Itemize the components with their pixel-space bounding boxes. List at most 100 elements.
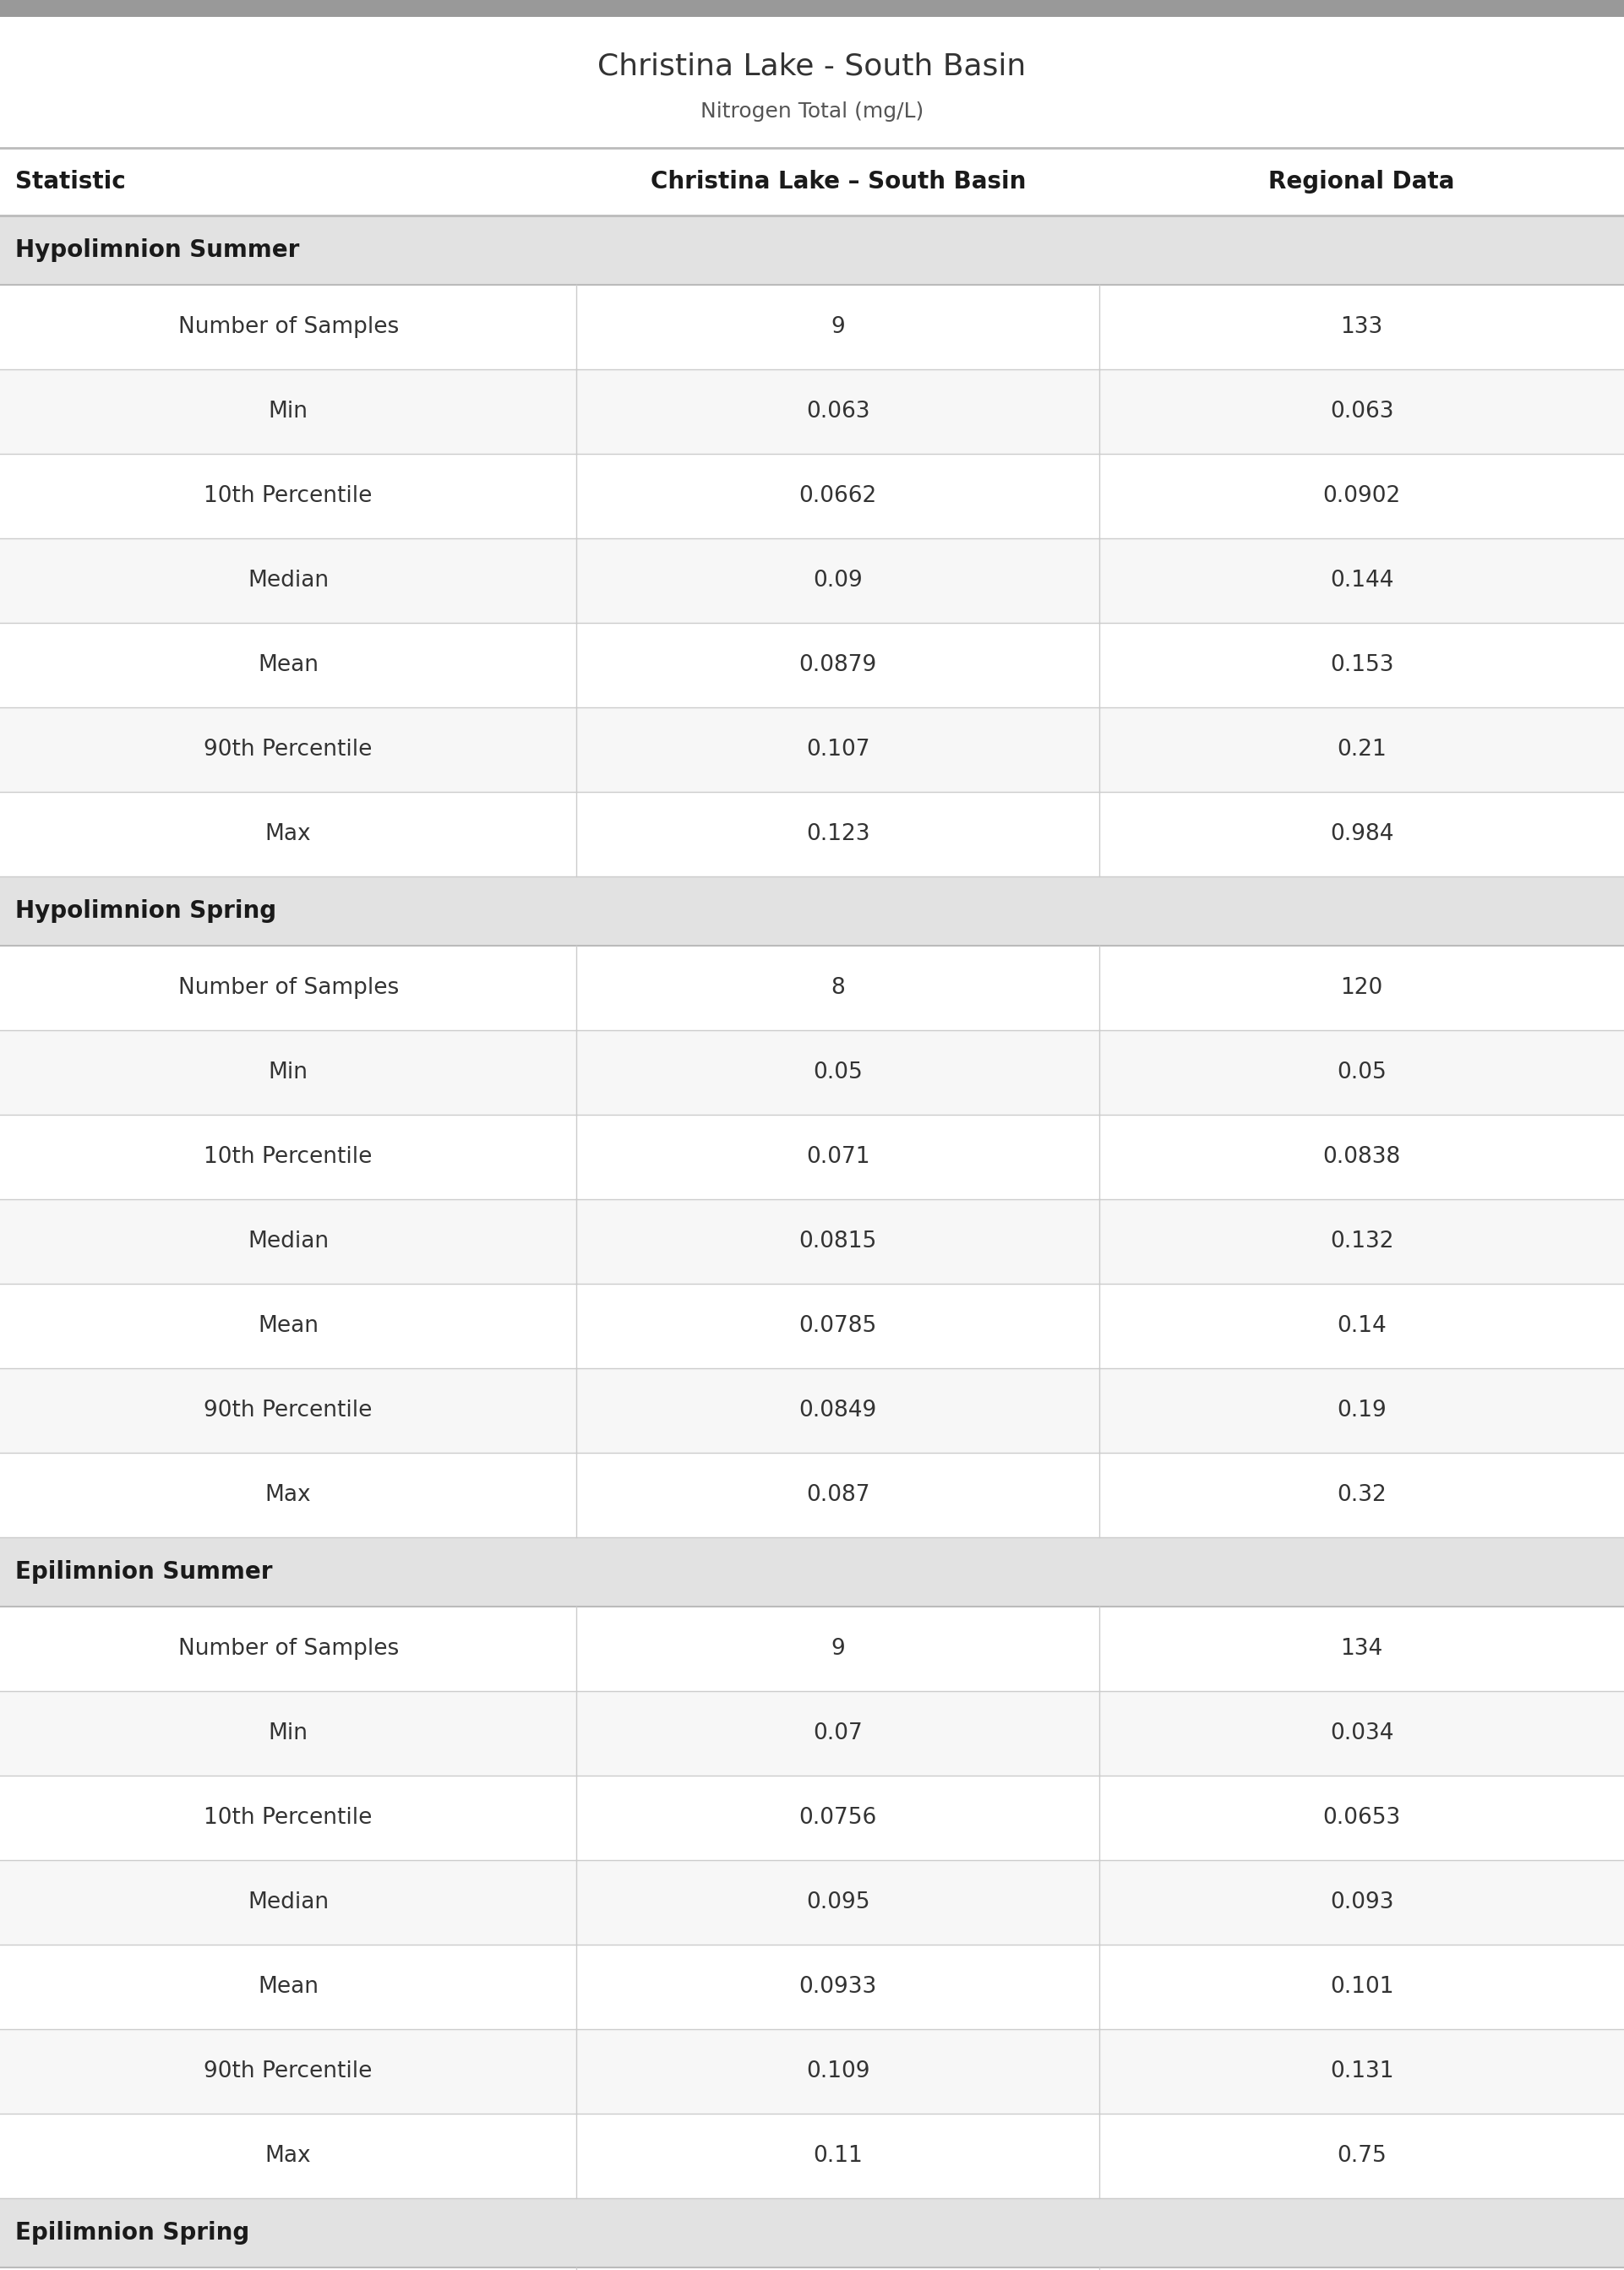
Text: Christina Lake – South Basin: Christina Lake – South Basin xyxy=(650,170,1026,193)
Bar xyxy=(0,1115,1624,1199)
Text: 10th Percentile: 10th Percentile xyxy=(205,1146,372,1169)
Text: 0.109: 0.109 xyxy=(806,2061,870,2082)
Text: 0.063: 0.063 xyxy=(1330,400,1393,422)
Text: Mean: Mean xyxy=(258,654,318,676)
Text: 0.034: 0.034 xyxy=(1330,1723,1393,1743)
Bar xyxy=(0,2268,1624,2270)
Text: Regional Data: Regional Data xyxy=(1268,170,1455,193)
Text: 0.0815: 0.0815 xyxy=(799,1230,877,1253)
Text: 0.75: 0.75 xyxy=(1337,2145,1387,2168)
Text: 8: 8 xyxy=(831,976,844,999)
Text: 120: 120 xyxy=(1340,976,1384,999)
Text: Nitrogen Total (mg/L): Nitrogen Total (mg/L) xyxy=(700,102,924,120)
Text: 0.123: 0.123 xyxy=(806,824,870,844)
Text: 0.0785: 0.0785 xyxy=(799,1314,877,1337)
Text: 0.05: 0.05 xyxy=(814,1062,862,1083)
Text: 9: 9 xyxy=(831,316,844,338)
Text: Median: Median xyxy=(247,1230,330,1253)
Text: Epilimnion Summer: Epilimnion Summer xyxy=(15,1559,273,1584)
Text: 0.0838: 0.0838 xyxy=(1324,1146,1400,1169)
Bar xyxy=(0,0,1624,16)
Text: Max: Max xyxy=(265,1485,312,1505)
Text: Min: Min xyxy=(268,400,309,422)
Bar xyxy=(0,1691,1624,1775)
Text: 0.984: 0.984 xyxy=(1330,824,1393,844)
Bar xyxy=(0,454,1624,538)
Bar xyxy=(0,1031,1624,1115)
Text: Statistic: Statistic xyxy=(15,170,125,193)
Text: 0.19: 0.19 xyxy=(1337,1401,1387,1421)
Bar xyxy=(0,792,1624,876)
Text: 0.0902: 0.0902 xyxy=(1324,486,1400,506)
Bar xyxy=(0,622,1624,708)
Text: 90th Percentile: 90th Percentile xyxy=(205,2061,372,2082)
Text: 0.101: 0.101 xyxy=(1330,1975,1393,1998)
Text: 0.21: 0.21 xyxy=(1337,738,1387,760)
Text: 0.07: 0.07 xyxy=(814,1723,862,1743)
Bar xyxy=(0,1285,1624,1369)
Text: Max: Max xyxy=(265,824,312,844)
Text: 133: 133 xyxy=(1340,316,1384,338)
Text: Min: Min xyxy=(268,1723,309,1743)
Text: 0.132: 0.132 xyxy=(1330,1230,1393,1253)
Bar xyxy=(0,16,1624,148)
Bar xyxy=(0,1537,1624,1607)
Text: Hypolimnion Spring: Hypolimnion Spring xyxy=(15,899,276,924)
Bar xyxy=(0,1453,1624,1537)
Bar xyxy=(0,2113,1624,2197)
Text: Number of Samples: Number of Samples xyxy=(179,1639,398,1659)
Text: 0.0933: 0.0933 xyxy=(799,1975,877,1998)
Text: Median: Median xyxy=(247,1891,330,1914)
Text: Epilimnion Spring: Epilimnion Spring xyxy=(15,2220,250,2245)
Text: 0.0879: 0.0879 xyxy=(799,654,877,676)
Text: 0.0849: 0.0849 xyxy=(799,1401,877,1421)
Text: 0.093: 0.093 xyxy=(1330,1891,1393,1914)
Text: Number of Samples: Number of Samples xyxy=(179,316,398,338)
Text: Hypolimnion Summer: Hypolimnion Summer xyxy=(15,238,299,261)
Text: 9: 9 xyxy=(831,1639,844,1659)
Text: 10th Percentile: 10th Percentile xyxy=(205,1807,372,1830)
Bar xyxy=(0,876,1624,947)
Bar xyxy=(0,708,1624,792)
Bar xyxy=(0,1607,1624,1691)
Text: Number of Samples: Number of Samples xyxy=(179,976,398,999)
Text: 0.0756: 0.0756 xyxy=(799,1807,877,1830)
Bar xyxy=(0,2197,1624,2268)
Text: 134: 134 xyxy=(1340,1639,1384,1659)
Text: 0.0662: 0.0662 xyxy=(799,486,877,506)
Bar xyxy=(0,1945,1624,2029)
Bar xyxy=(0,538,1624,622)
Text: 90th Percentile: 90th Percentile xyxy=(205,1401,372,1421)
Text: 0.087: 0.087 xyxy=(806,1485,870,1505)
Text: Mean: Mean xyxy=(258,1975,318,1998)
Bar xyxy=(0,1859,1624,1945)
Bar xyxy=(0,947,1624,1031)
Text: 0.32: 0.32 xyxy=(1337,1485,1387,1505)
Text: 0.05: 0.05 xyxy=(1337,1062,1387,1083)
Text: 0.131: 0.131 xyxy=(1330,2061,1393,2082)
Text: 0.063: 0.063 xyxy=(806,400,870,422)
Text: 0.071: 0.071 xyxy=(806,1146,870,1169)
Text: 0.153: 0.153 xyxy=(1330,654,1393,676)
Bar xyxy=(0,148,1624,216)
Text: 90th Percentile: 90th Percentile xyxy=(205,738,372,760)
Text: Min: Min xyxy=(268,1062,309,1083)
Text: Mean: Mean xyxy=(258,1314,318,1337)
Text: 10th Percentile: 10th Percentile xyxy=(205,486,372,506)
Text: Christina Lake - South Basin: Christina Lake - South Basin xyxy=(598,52,1026,82)
Text: 0.09: 0.09 xyxy=(814,570,862,592)
Bar xyxy=(0,216,1624,284)
Bar xyxy=(0,1369,1624,1453)
Bar xyxy=(0,1775,1624,1859)
Bar xyxy=(0,284,1624,370)
Bar xyxy=(0,370,1624,454)
Text: 0.14: 0.14 xyxy=(1337,1314,1387,1337)
Text: Max: Max xyxy=(265,2145,312,2168)
Text: 0.0653: 0.0653 xyxy=(1324,1807,1400,1830)
Text: 0.095: 0.095 xyxy=(806,1891,870,1914)
Text: 0.107: 0.107 xyxy=(806,738,870,760)
Bar xyxy=(0,1199,1624,1285)
Text: 0.11: 0.11 xyxy=(814,2145,862,2168)
Bar xyxy=(0,2029,1624,2113)
Text: 0.144: 0.144 xyxy=(1330,570,1393,592)
